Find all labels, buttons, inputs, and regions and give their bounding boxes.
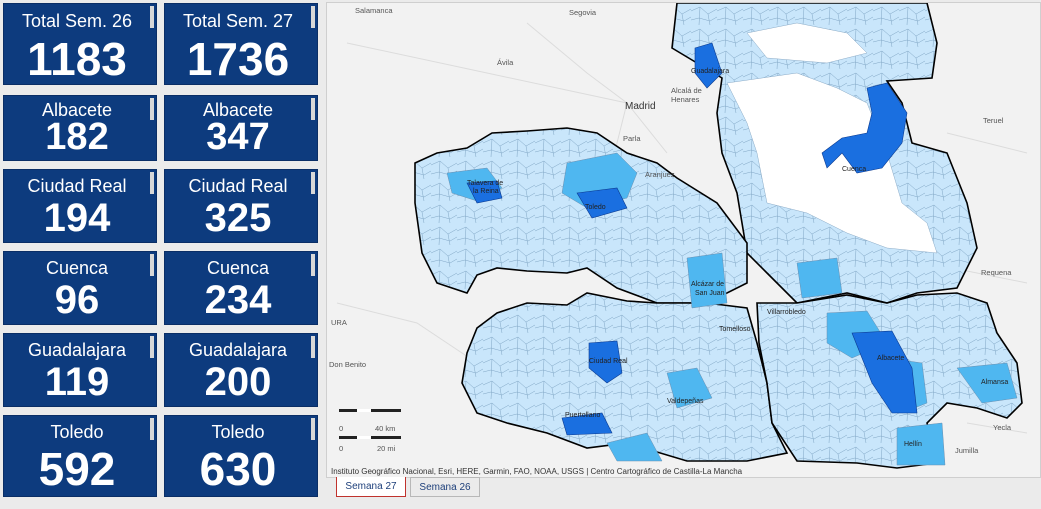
card-value: 1736 xyxy=(186,33,290,85)
tab-semana-27[interactable]: Semana 27 xyxy=(336,477,406,497)
card-scrollbar[interactable] xyxy=(311,418,315,440)
card-label: Albacete xyxy=(202,100,274,120)
map-view[interactable]: Salamanca Segovia Ávila Madrid Alcalá de… xyxy=(326,2,1041,478)
high-zones xyxy=(466,42,918,436)
place-ura: URA xyxy=(331,318,347,327)
city-talavera-1: Talavera de xyxy=(467,180,503,187)
city-alcazar-2: San Juan xyxy=(695,290,725,297)
card-guadalajara-sem-27: Guadalajara 200 xyxy=(164,333,318,407)
city-talavera-2: la Reina xyxy=(473,188,499,195)
card-label: Toledo xyxy=(50,422,104,442)
place-avila: Ávila xyxy=(497,58,514,67)
place-yecla: Yecla xyxy=(993,423,1012,432)
card-value: 325 xyxy=(204,196,272,240)
tab-semana-26[interactable]: Semana 26 xyxy=(410,477,480,497)
map-attribution: Instituto Geográfico Nacional, Esri, HER… xyxy=(331,467,743,476)
card-scrollbar[interactable] xyxy=(150,336,154,358)
city-villarrobledo: Villarrobledo xyxy=(767,309,806,316)
place-henares: Henares xyxy=(671,95,700,104)
card-value: 182 xyxy=(45,116,109,158)
place-madrid: Madrid xyxy=(625,101,656,112)
card-scrollbar[interactable] xyxy=(150,6,154,28)
card-scrollbar[interactable] xyxy=(150,98,154,120)
card-scrollbar[interactable] xyxy=(311,98,315,120)
place-alcala: Alcalá de xyxy=(671,86,702,95)
card-toledo-sem-27: Toledo 630 xyxy=(164,415,318,497)
place-parla: Parla xyxy=(623,134,641,143)
card-label: Total Sem. 26 xyxy=(21,11,133,31)
scale-km-zero: 0 xyxy=(339,424,343,433)
card-value: 592 xyxy=(38,443,116,495)
city-albacete: Albacete xyxy=(877,355,904,362)
scale-km: 40 km xyxy=(375,424,395,433)
card-value: 1183 xyxy=(27,33,127,85)
card-cuenca-sem-26: Cuenca 96 xyxy=(3,251,157,325)
scale-mi: 20 mi xyxy=(377,444,396,453)
city-hellin: Hellín xyxy=(904,441,922,448)
city-valdepenas: Valdepeñas xyxy=(667,398,704,405)
card-label: Cuenca xyxy=(45,258,109,278)
card-value: 96 xyxy=(54,278,100,322)
card-scrollbar[interactable] xyxy=(311,254,315,276)
scale-bar: 0 40 km 0 20 mi xyxy=(339,409,401,453)
city-almansa: Almansa xyxy=(981,379,1008,386)
city-tomelloso: Tomelloso xyxy=(719,326,751,333)
province-toledo xyxy=(414,127,748,304)
card-label: Guadalajara xyxy=(188,340,288,360)
card-scrollbar[interactable] xyxy=(150,254,154,276)
place-don-benito: Don Benito xyxy=(329,360,366,369)
card-value: 347 xyxy=(206,116,270,158)
card-label: Toledo xyxy=(211,422,265,442)
city-cuenca: Cuenca xyxy=(842,166,866,173)
card-albacete-sem-26: Albacete 182 xyxy=(3,95,157,161)
card-label: Guadalajara xyxy=(27,340,127,360)
scale-mi-zero: 0 xyxy=(339,444,343,453)
city-ciudad-real: Ciudad Real xyxy=(589,358,628,365)
card-guadalajara-sem-26: Guadalajara 119 xyxy=(3,333,157,407)
card-total-sem-26: Total Sem. 26 1183 xyxy=(3,3,157,85)
card-cuenca-sem-27: Cuenca 234 xyxy=(164,251,318,325)
card-scrollbar[interactable] xyxy=(150,172,154,194)
card-label: Ciudad Real xyxy=(27,176,127,196)
basemap-labels: Salamanca Segovia Ávila Madrid Alcalá de… xyxy=(329,6,1012,455)
place-teruel: Teruel xyxy=(983,116,1004,125)
card-value: 630 xyxy=(199,443,277,495)
place-jumilla: Jumilla xyxy=(955,446,979,455)
city-labels: Guadalajara Cuenca Talavera de la Reina … xyxy=(467,68,1008,448)
card-value: 194 xyxy=(43,196,111,240)
map-canvas[interactable]: Salamanca Segovia Ávila Madrid Alcalá de… xyxy=(327,3,1040,477)
card-label: Cuenca xyxy=(206,258,270,278)
card-ciudad-real-sem-26: Ciudad Real 194 xyxy=(3,169,157,243)
place-requena: Requena xyxy=(981,268,1012,277)
card-scrollbar[interactable] xyxy=(311,172,315,194)
card-label: Ciudad Real xyxy=(188,176,288,196)
card-ciudad-real-sem-27: Ciudad Real 325 xyxy=(164,169,318,243)
city-guadalajara: Guadalajara xyxy=(691,68,729,75)
place-segovia: Segovia xyxy=(569,8,597,17)
card-albacete-sem-27: Albacete 347 xyxy=(164,95,318,161)
city-alcazar-1: Alcázar de xyxy=(691,281,724,288)
card-value: 119 xyxy=(44,360,110,404)
card-value: 234 xyxy=(204,278,272,322)
card-scrollbar[interactable] xyxy=(150,418,154,440)
card-value: 200 xyxy=(204,360,272,404)
province-ciudad-real xyxy=(461,292,789,462)
city-toledo: Toledo xyxy=(585,204,606,211)
no-data-area xyxy=(746,22,868,64)
place-salamanca: Salamanca xyxy=(355,6,393,15)
card-toledo-sem-26: Toledo 592 xyxy=(3,415,157,497)
card-label: Total Sem. 27 xyxy=(182,11,294,31)
card-label: Albacete xyxy=(41,100,113,120)
card-scrollbar[interactable] xyxy=(311,6,315,28)
card-total-sem-27: Total Sem. 27 1736 xyxy=(164,3,318,85)
card-scrollbar[interactable] xyxy=(311,336,315,358)
place-aranjuez: Aranjuez xyxy=(645,170,675,179)
city-puertollano: Puertollano xyxy=(565,412,601,419)
